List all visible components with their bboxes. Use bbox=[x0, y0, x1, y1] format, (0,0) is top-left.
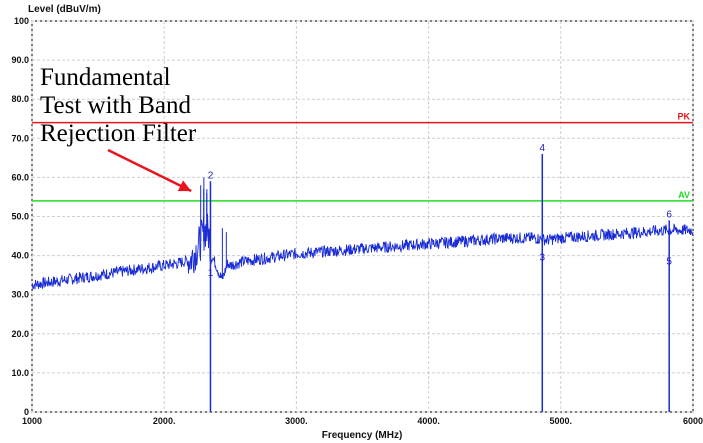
y-axis-title: Level (dBuV/m) bbox=[28, 4, 101, 15]
marker-layer: 1 2 3 4 5 6 bbox=[208, 143, 672, 412]
y-tick-label: 70.0 bbox=[11, 133, 29, 143]
limit-lines: PK AV bbox=[32, 112, 693, 202]
annotation-arrow bbox=[107, 148, 192, 193]
arrow-shaft bbox=[107, 148, 192, 193]
marker-label: 4 bbox=[540, 143, 546, 154]
y-tick-label: 90.0 bbox=[11, 55, 29, 65]
marker-label: 6 bbox=[666, 209, 672, 220]
y-tick-label: 20.0 bbox=[11, 329, 29, 339]
limit-label: PK bbox=[677, 112, 690, 122]
x-tick-label: 4000. bbox=[417, 416, 440, 426]
y-tick-label: 60.0 bbox=[11, 172, 29, 182]
marker-label: 3 bbox=[540, 252, 546, 263]
series-trace bbox=[31, 213, 694, 290]
y-tick-label: 40.0 bbox=[11, 251, 29, 261]
y-tick-label: 100 bbox=[14, 16, 29, 26]
series-layer bbox=[31, 177, 694, 290]
y-tick-label: 30.0 bbox=[11, 290, 29, 300]
y-tick-label: 0 bbox=[24, 407, 29, 417]
marker-label: 2 bbox=[208, 170, 214, 181]
annotation-line-1: Fundamental bbox=[40, 64, 171, 91]
annotation-text: Fundamental Test with Band Rejection Fil… bbox=[40, 64, 196, 148]
y-tick-label: 80.0 bbox=[11, 94, 29, 104]
marker-label: 1 bbox=[208, 268, 214, 279]
x-tick-label: 5000. bbox=[550, 416, 573, 426]
y-tick-label: 50.0 bbox=[11, 212, 29, 222]
arrow-head bbox=[177, 180, 192, 192]
x-tick-label: 6000 bbox=[683, 416, 703, 426]
annotation-line-2: Test with Band bbox=[40, 92, 192, 119]
tick-labels: 0 10.0 20.0 30.0 40.0 50.0 60.0 70.0 80.0 90.0 100… bbox=[11, 16, 703, 426]
x-tick-label: 1000 bbox=[22, 416, 42, 426]
y-tick-label: 10.0 bbox=[11, 368, 29, 378]
annotation-line-3: Rejection Filter bbox=[40, 120, 197, 147]
x-axis-title: Frequency (MHz) bbox=[322, 430, 403, 441]
x-tick-label: 2000. bbox=[153, 416, 176, 426]
limit-label: AV bbox=[678, 190, 690, 200]
grid bbox=[31, 20, 694, 413]
marker-label: 5 bbox=[666, 256, 672, 267]
x-tick-label: 3000. bbox=[285, 416, 308, 426]
